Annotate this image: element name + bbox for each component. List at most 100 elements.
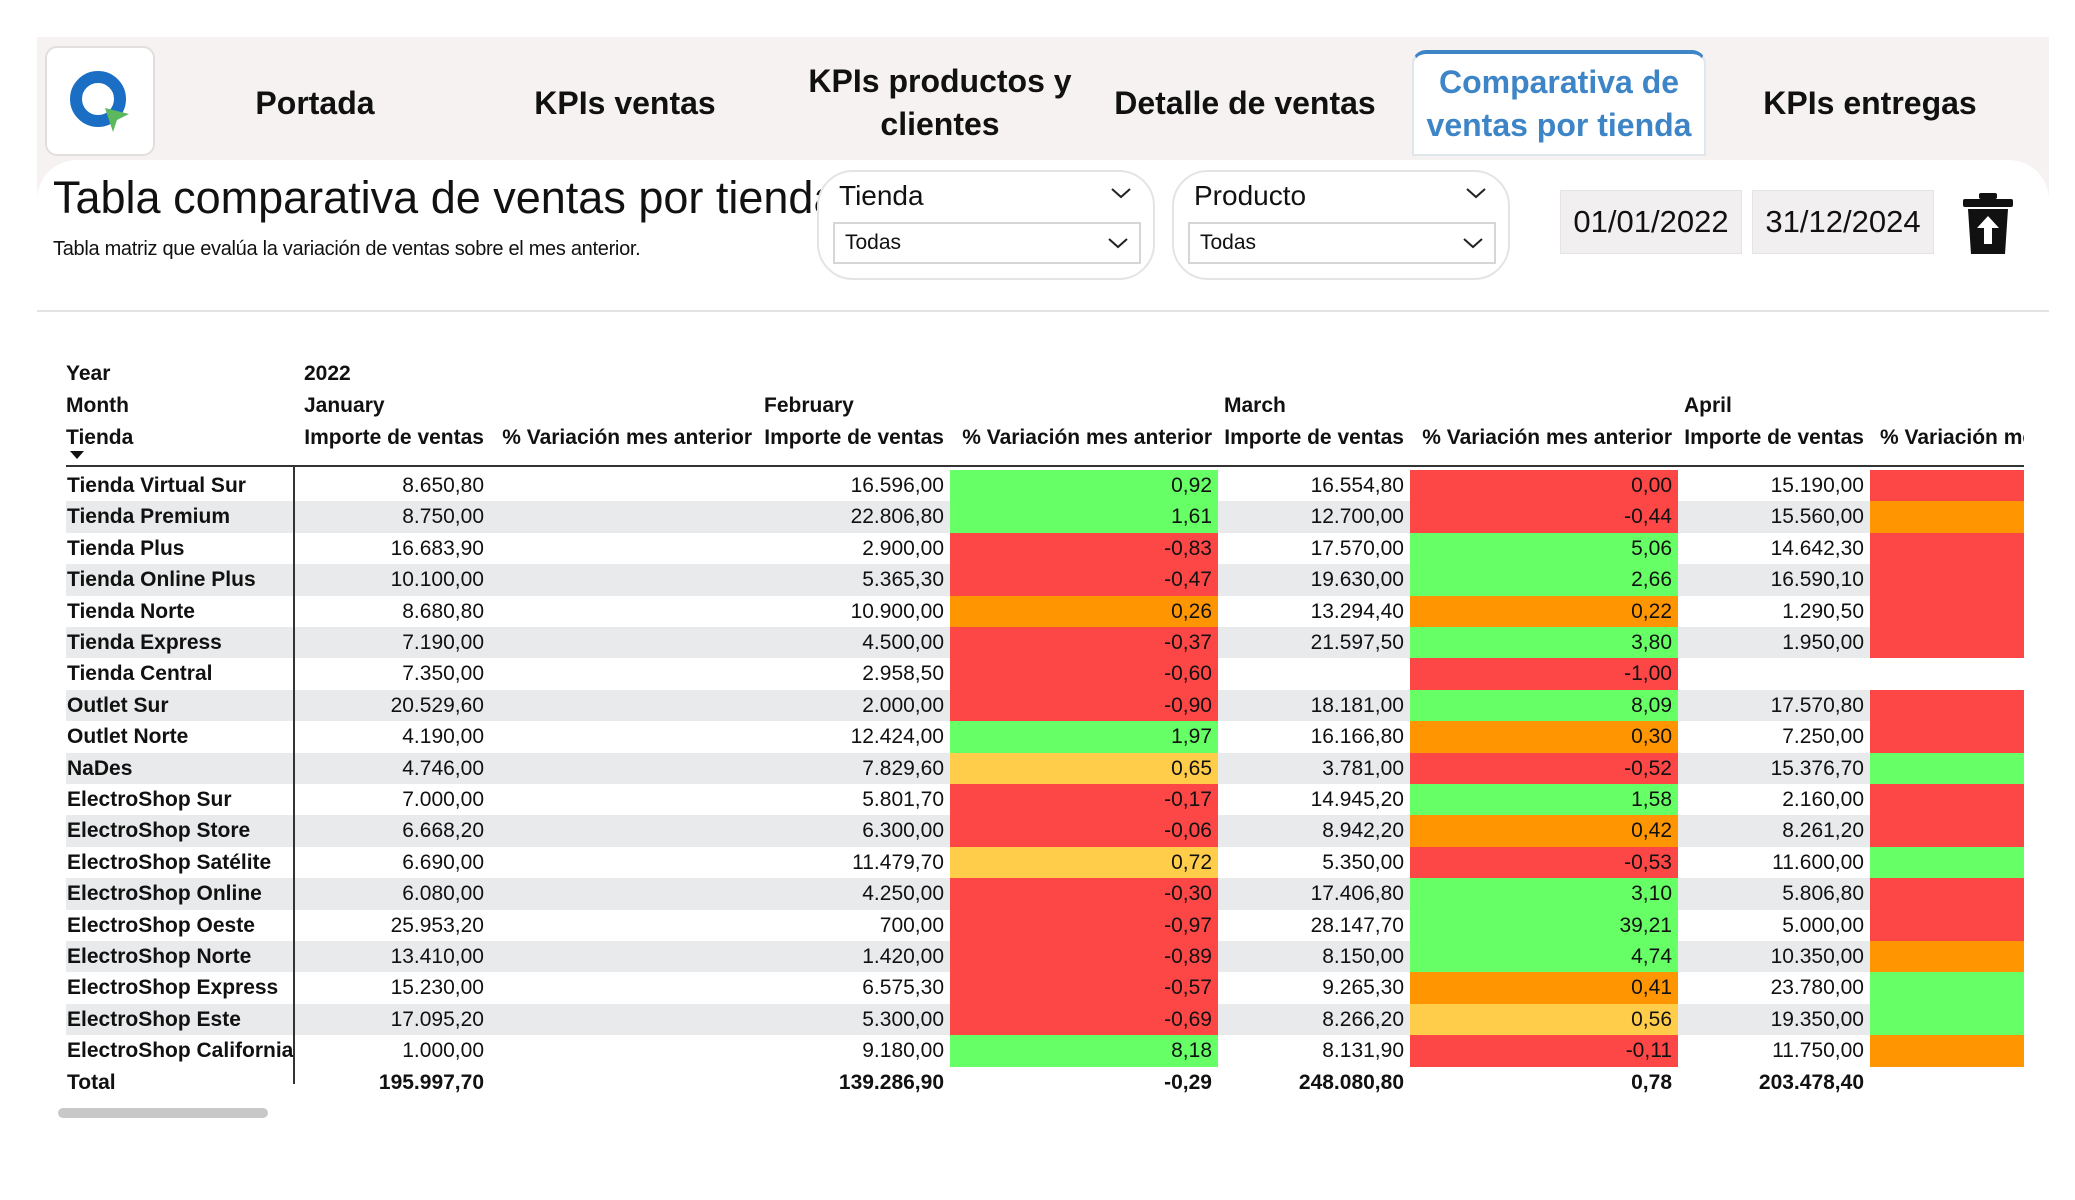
measure-header-variacion[interactable]: % Variación mes anterior [1880, 426, 2024, 449]
tienda-name-cell: ElectroShop California [67, 1039, 294, 1063]
importe-cell: 15.230,00 [390, 976, 484, 1000]
variation-cell: 0,00 [1631, 474, 1672, 497]
importe-cell: 8.261,20 [1782, 819, 1864, 843]
table-row[interactable]: ElectroShop Este 17.095,20 5.300,00 -0,69 8.… [66, 1003, 2024, 1036]
tienda-dropdown[interactable]: Todas [833, 222, 1141, 264]
variation-cell: 0,22 [1631, 599, 1672, 623]
table-row[interactable]: Tienda Plus 16.683,90 2.900,00 -0,83 17.570,… [66, 532, 2024, 565]
table-row[interactable]: Tienda Central 7.350,00 2.958,50 -0,60 -1,00 [66, 658, 2024, 690]
variation-cell-bg [1410, 784, 1678, 816]
variation-cell: -0,89 [1164, 945, 1212, 968]
variation-cell-bg [1870, 721, 2024, 753]
tab-kpis-entregas[interactable]: KPIs entregas [1763, 84, 1977, 121]
page-title: Tabla comparativa de ventas por tienda [53, 172, 839, 223]
importe-cell: 10.900,00 [850, 599, 944, 623]
sort-descending-icon[interactable] [70, 451, 84, 459]
variation-cell-bg [950, 689, 1218, 722]
variation-cell-bg [1870, 784, 2024, 816]
date-to-field[interactable]: 31/12/2024 [1752, 190, 1934, 254]
table-row[interactable]: Tienda Express 7.190,00 4.500,00 -0,37 21.59… [66, 627, 2024, 659]
importe-cell: 17.406,80 [1310, 882, 1404, 906]
measure-header-importe[interactable]: Importe de ventas [1684, 426, 1864, 449]
importe-cell: 11.600,00 [1772, 850, 1864, 874]
table-row[interactable]: ElectroShop California 1.000,00 9.180,00 8,… [66, 1035, 2024, 1067]
importe-cell: 19.630,00 [1310, 568, 1404, 592]
importe-cell: 4.250,00 [862, 882, 944, 906]
year-header[interactable]: 2022 [304, 362, 351, 385]
variation-cell-bg [1410, 878, 1678, 910]
tienda-name-cell: ElectroShop Norte [67, 945, 252, 968]
month-header-april[interactable]: April [1684, 394, 1732, 417]
table-row[interactable]: Outlet Sur 20.529,60 2.000,00 -0,90 18.181,0… [66, 689, 2024, 722]
header-divider [37, 310, 2049, 312]
month-header-february[interactable]: February [764, 394, 854, 417]
month-header-january[interactable]: January [304, 394, 385, 417]
table-row[interactable]: NaDes 4.746,00 7.829,60 0,65 3.781,00 -0,52 15… [66, 752, 2024, 784]
clear-filters-trash-icon[interactable] [1960, 192, 2016, 256]
variation-cell: 1,61 [1171, 505, 1212, 529]
importe-cell: 17.570,80 [1770, 693, 1864, 717]
variation-cell-bg [1870, 532, 2024, 565]
importe-cell: 1.420,00 [862, 945, 944, 968]
measure-header-importe[interactable]: Importe de ventas [764, 426, 944, 449]
variation-cell-bg [1870, 878, 2024, 910]
tab-comparativa-ventas-tienda[interactable]: Comparativa de ventas por tienda [1412, 50, 1706, 156]
table-row[interactable]: ElectroShop Online 6.080,00 4.250,00 -0,30 1… [66, 878, 2024, 910]
importe-cell: 15.560,00 [1770, 505, 1864, 529]
table-row[interactable]: ElectroShop Oeste 25.953,20 700,00 -0,97 28.… [66, 909, 2024, 941]
table-row[interactable]: Tienda Norte 8.680,80 10.900,00 0,26 13.294,… [66, 595, 2024, 627]
table-row[interactable]: Tienda Premium 8.750,00 22.806,80 1,61 12.70… [66, 501, 2024, 533]
importe-cell: 2.160,00 [1782, 788, 1864, 811]
tienda-name-cell: NaDes [67, 756, 133, 780]
variation-cell: -0,97 [1164, 913, 1212, 937]
table-row[interactable]: ElectroShop Norte 13.410,00 1.420,00 -0,89 8… [66, 941, 2024, 973]
tienda-name-cell: ElectroShop Oeste [67, 913, 255, 937]
tienda-name-cell: ElectroShop Store [67, 819, 251, 843]
measure-header-importe[interactable]: Importe de ventas [1224, 426, 1404, 449]
importe-cell: 7.250,00 [1782, 725, 1864, 749]
table-row[interactable]: ElectroShop Sur 7.000,00 5.801,70 -0,17 14.9… [66, 784, 2024, 816]
date-from-field[interactable]: 01/01/2022 [1560, 190, 1742, 254]
variation-cell-bg [1410, 752, 1678, 784]
tab-kpis-productos-clientes[interactable]: KPIs productos y clientes [808, 63, 1072, 142]
importe-cell: 14.945,20 [1310, 788, 1404, 811]
importe-cell: 15.376,70 [1770, 756, 1864, 780]
variation-cell: -0,37 [1164, 631, 1212, 654]
tab-portada[interactable]: Portada [255, 84, 375, 121]
table-row[interactable]: ElectroShop Store 6.668,20 6.300,00 -0,06 8.… [66, 815, 2024, 847]
horizontal-scrollbar[interactable] [58, 1108, 268, 1118]
variation-cell: 0,72 [1171, 850, 1212, 874]
variation-cell-bg [1410, 470, 1678, 502]
importe-cell: 700,00 [879, 913, 944, 937]
variation-cell-bg [1410, 972, 1678, 1004]
tab-detalle-ventas[interactable]: Detalle de ventas [1114, 84, 1376, 121]
chevron-down-icon[interactable] [1109, 184, 1133, 202]
chevron-down-icon[interactable] [1464, 184, 1488, 202]
measure-header-variacion[interactable]: % Variación mes anterior [1422, 426, 1672, 449]
variation-cell-bg [1410, 595, 1678, 627]
measure-header-variacion[interactable]: % Variación mes anterior [962, 426, 1212, 449]
measure-header-importe[interactable]: Importe de ventas [304, 426, 484, 449]
table-row[interactable]: Tienda Online Plus 10.100,00 5.365,30 -0,47… [66, 564, 2024, 596]
importe-cell [1224, 658, 1404, 689]
importe-cell: 4.500,00 [862, 631, 944, 654]
importe-cell: 1.290,50 [1782, 599, 1864, 623]
table-row[interactable]: ElectroShop Express 15.230,00 6.575,30 -0,5… [66, 972, 2024, 1004]
variation-cell: -0,11 [1625, 1039, 1672, 1063]
app-logo[interactable] [45, 46, 155, 156]
month-header-march[interactable]: March [1224, 394, 1286, 417]
table-row[interactable]: Outlet Norte 4.190,00 12.424,00 1,97 16.166,… [66, 721, 2024, 753]
tab-kpis-ventas[interactable]: KPIs ventas [534, 84, 716, 121]
header-rule [66, 465, 2024, 467]
tienda-column-header[interactable]: Tienda [66, 426, 134, 449]
table-row[interactable]: Tienda Virtual Sur 8.650,80 16.596,00 0,92 1… [66, 470, 2024, 502]
variation-cell-bg [950, 909, 1218, 941]
producto-dropdown[interactable]: Todas [1188, 222, 1496, 264]
variation-cell: -0,69 [1164, 1007, 1212, 1031]
variation-cell: 3,80 [1631, 631, 1672, 654]
measure-header-variacion[interactable]: % Variación mes anterior [502, 426, 752, 449]
variation-cell-bg [950, 627, 1218, 659]
table-row[interactable]: ElectroShop Satélite 6.690,00 11.479,70 0,7… [66, 846, 2024, 879]
variation-cell-bg [1410, 1003, 1678, 1036]
importe-cell: 9.265,30 [1322, 976, 1404, 1000]
